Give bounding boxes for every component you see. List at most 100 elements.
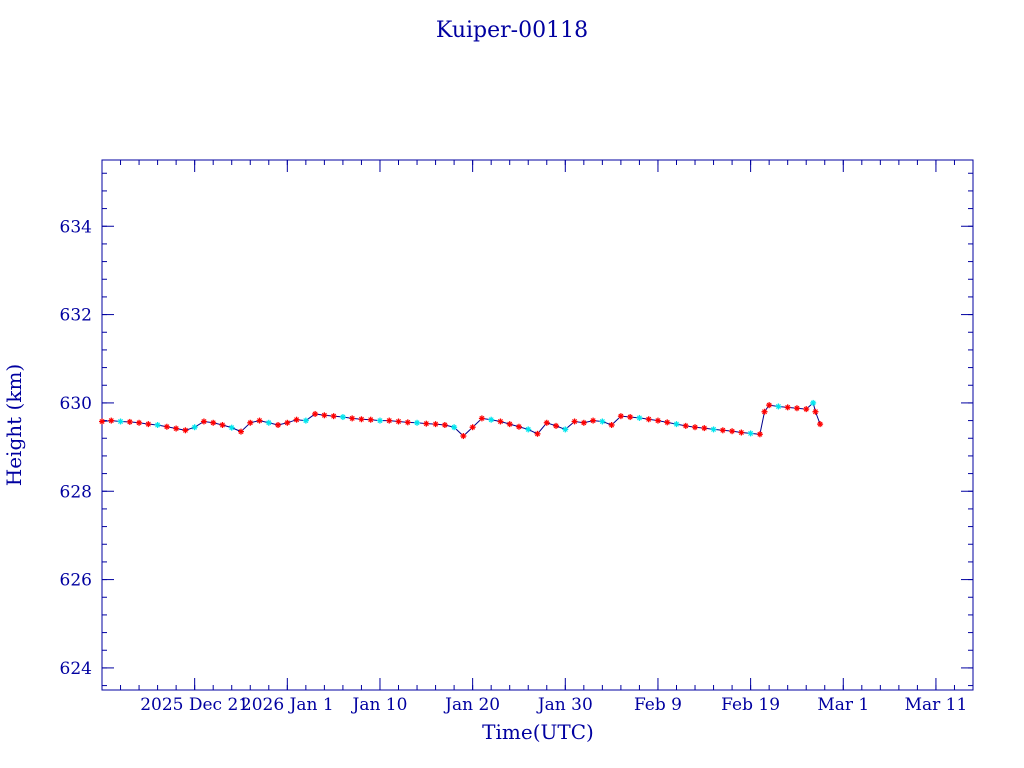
- x-tick-label: 2026 Jan 1: [241, 695, 334, 715]
- x-tick-label: Jan 20: [443, 695, 500, 715]
- data-point: [321, 412, 328, 419]
- data-point: [682, 422, 689, 429]
- data-point: [200, 418, 207, 425]
- x-tick-label: Jan 30: [536, 695, 593, 715]
- data-point: [692, 424, 699, 431]
- data-point: [469, 424, 476, 431]
- data-point: [404, 419, 411, 426]
- data-point: [423, 420, 430, 427]
- data-point: [803, 406, 810, 413]
- data-point: [506, 421, 513, 428]
- x-axis-label: Time(UTC): [482, 720, 594, 744]
- data-point: [376, 417, 383, 424]
- data-point: [386, 417, 393, 424]
- data-point: [580, 419, 587, 426]
- data-point: [719, 427, 726, 434]
- y-tick-label: 634: [60, 217, 92, 237]
- data-point: [553, 422, 560, 429]
- y-tick-label: 628: [60, 482, 92, 502]
- data-point: [173, 425, 180, 432]
- data-point: [761, 408, 768, 415]
- y-tick-label: 626: [60, 571, 92, 591]
- data-point: [312, 410, 319, 417]
- data-point: [562, 426, 569, 433]
- data-point: [460, 433, 467, 440]
- x-tick-label: Jan 10: [351, 695, 408, 715]
- data-point: [729, 428, 736, 435]
- data-point: [441, 422, 448, 428]
- data-point: [219, 422, 226, 428]
- y-tick-label: 624: [60, 659, 92, 679]
- y-axis-label: Height (km): [2, 364, 26, 486]
- data-point: [395, 418, 402, 425]
- data-point: [617, 413, 624, 420]
- x-tick-label: Feb 19: [721, 695, 780, 715]
- data-point: [738, 429, 745, 436]
- chart-title: Kuiper-00118: [436, 18, 588, 43]
- data-point: [284, 419, 291, 426]
- x-tick-label: Feb 9: [634, 695, 682, 715]
- data-point: [775, 403, 782, 410]
- data-point: [126, 418, 133, 425]
- data-point: [154, 422, 161, 428]
- y-tick-label: 630: [60, 394, 92, 414]
- data-point: [247, 419, 254, 426]
- data-point: [339, 414, 346, 421]
- data-point: [210, 419, 217, 426]
- data-point: [414, 419, 421, 426]
- data-point: [710, 426, 717, 433]
- data-point: [812, 408, 819, 415]
- series-group: [99, 399, 824, 440]
- data-point: [766, 402, 773, 409]
- data-point: [756, 431, 763, 438]
- data-point: [358, 416, 365, 423]
- x-tick-label: 2025 Dec 21: [140, 695, 249, 715]
- data-point: [525, 426, 532, 433]
- data-point: [793, 405, 800, 412]
- data-point: [627, 414, 634, 421]
- data-point: [191, 424, 198, 431]
- data-point: [654, 417, 661, 424]
- data-point: [664, 419, 671, 426]
- data-point: [349, 415, 356, 422]
- data-point: [145, 421, 152, 428]
- data-point: [636, 414, 643, 421]
- data-point: [590, 417, 597, 424]
- data-point: [817, 421, 824, 428]
- data-point: [108, 417, 115, 424]
- data-point: [182, 427, 189, 434]
- data-point: [367, 416, 374, 423]
- data-point: [810, 399, 817, 406]
- data-point: [117, 418, 124, 425]
- data-point: [747, 430, 754, 437]
- data-point: [330, 413, 337, 420]
- data-point: [784, 404, 791, 411]
- data-point: [478, 415, 485, 422]
- y-tick-label: 632: [60, 306, 92, 326]
- data-point: [543, 419, 550, 426]
- data-point: [488, 416, 495, 423]
- data-point: [608, 422, 615, 428]
- data-point: [515, 423, 522, 430]
- data-point: [237, 428, 244, 435]
- x-tick-label: Mar 1: [817, 695, 869, 715]
- x-tick-label: Mar 11: [905, 695, 968, 715]
- data-point: [293, 416, 300, 423]
- data-point: [265, 419, 272, 426]
- data-point: [673, 421, 680, 428]
- plot-frame: [101, 159, 974, 691]
- data-point: [302, 417, 309, 424]
- data-point: [451, 424, 458, 431]
- data-point: [571, 418, 578, 425]
- data-point: [645, 416, 652, 423]
- data-point: [534, 430, 541, 437]
- data-point: [136, 419, 143, 426]
- data-point: [275, 422, 282, 428]
- data-point: [432, 421, 439, 428]
- data-point: [99, 418, 105, 425]
- data-point: [163, 423, 170, 430]
- data-point: [599, 418, 606, 425]
- data-point: [701, 425, 708, 432]
